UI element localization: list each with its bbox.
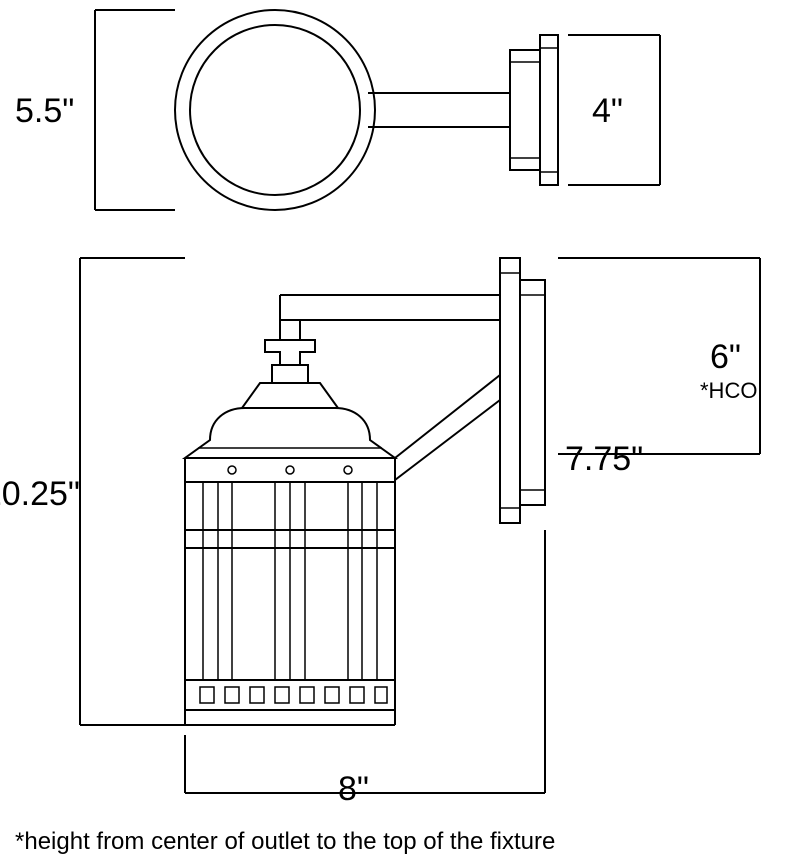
dim-bracket-depth: 7.75" (565, 440, 643, 479)
technical-drawing-svg (0, 0, 800, 862)
dim-side-height: 10.25" (0, 475, 80, 514)
footnote-text: *height from center of outlet to the top… (15, 828, 555, 856)
diagram-container: 5.5" 4" 10.25" 7.75" 6" *HCO 8" *height … (0, 0, 800, 862)
dim-hco-height: 6" (710, 338, 741, 377)
dim-top-diameter: 5.5" (15, 92, 74, 131)
dim-side-width: 8" (338, 770, 369, 809)
dim-hco-sublabel: *HCO (700, 378, 757, 404)
dim-top-height: 4" (592, 92, 623, 131)
